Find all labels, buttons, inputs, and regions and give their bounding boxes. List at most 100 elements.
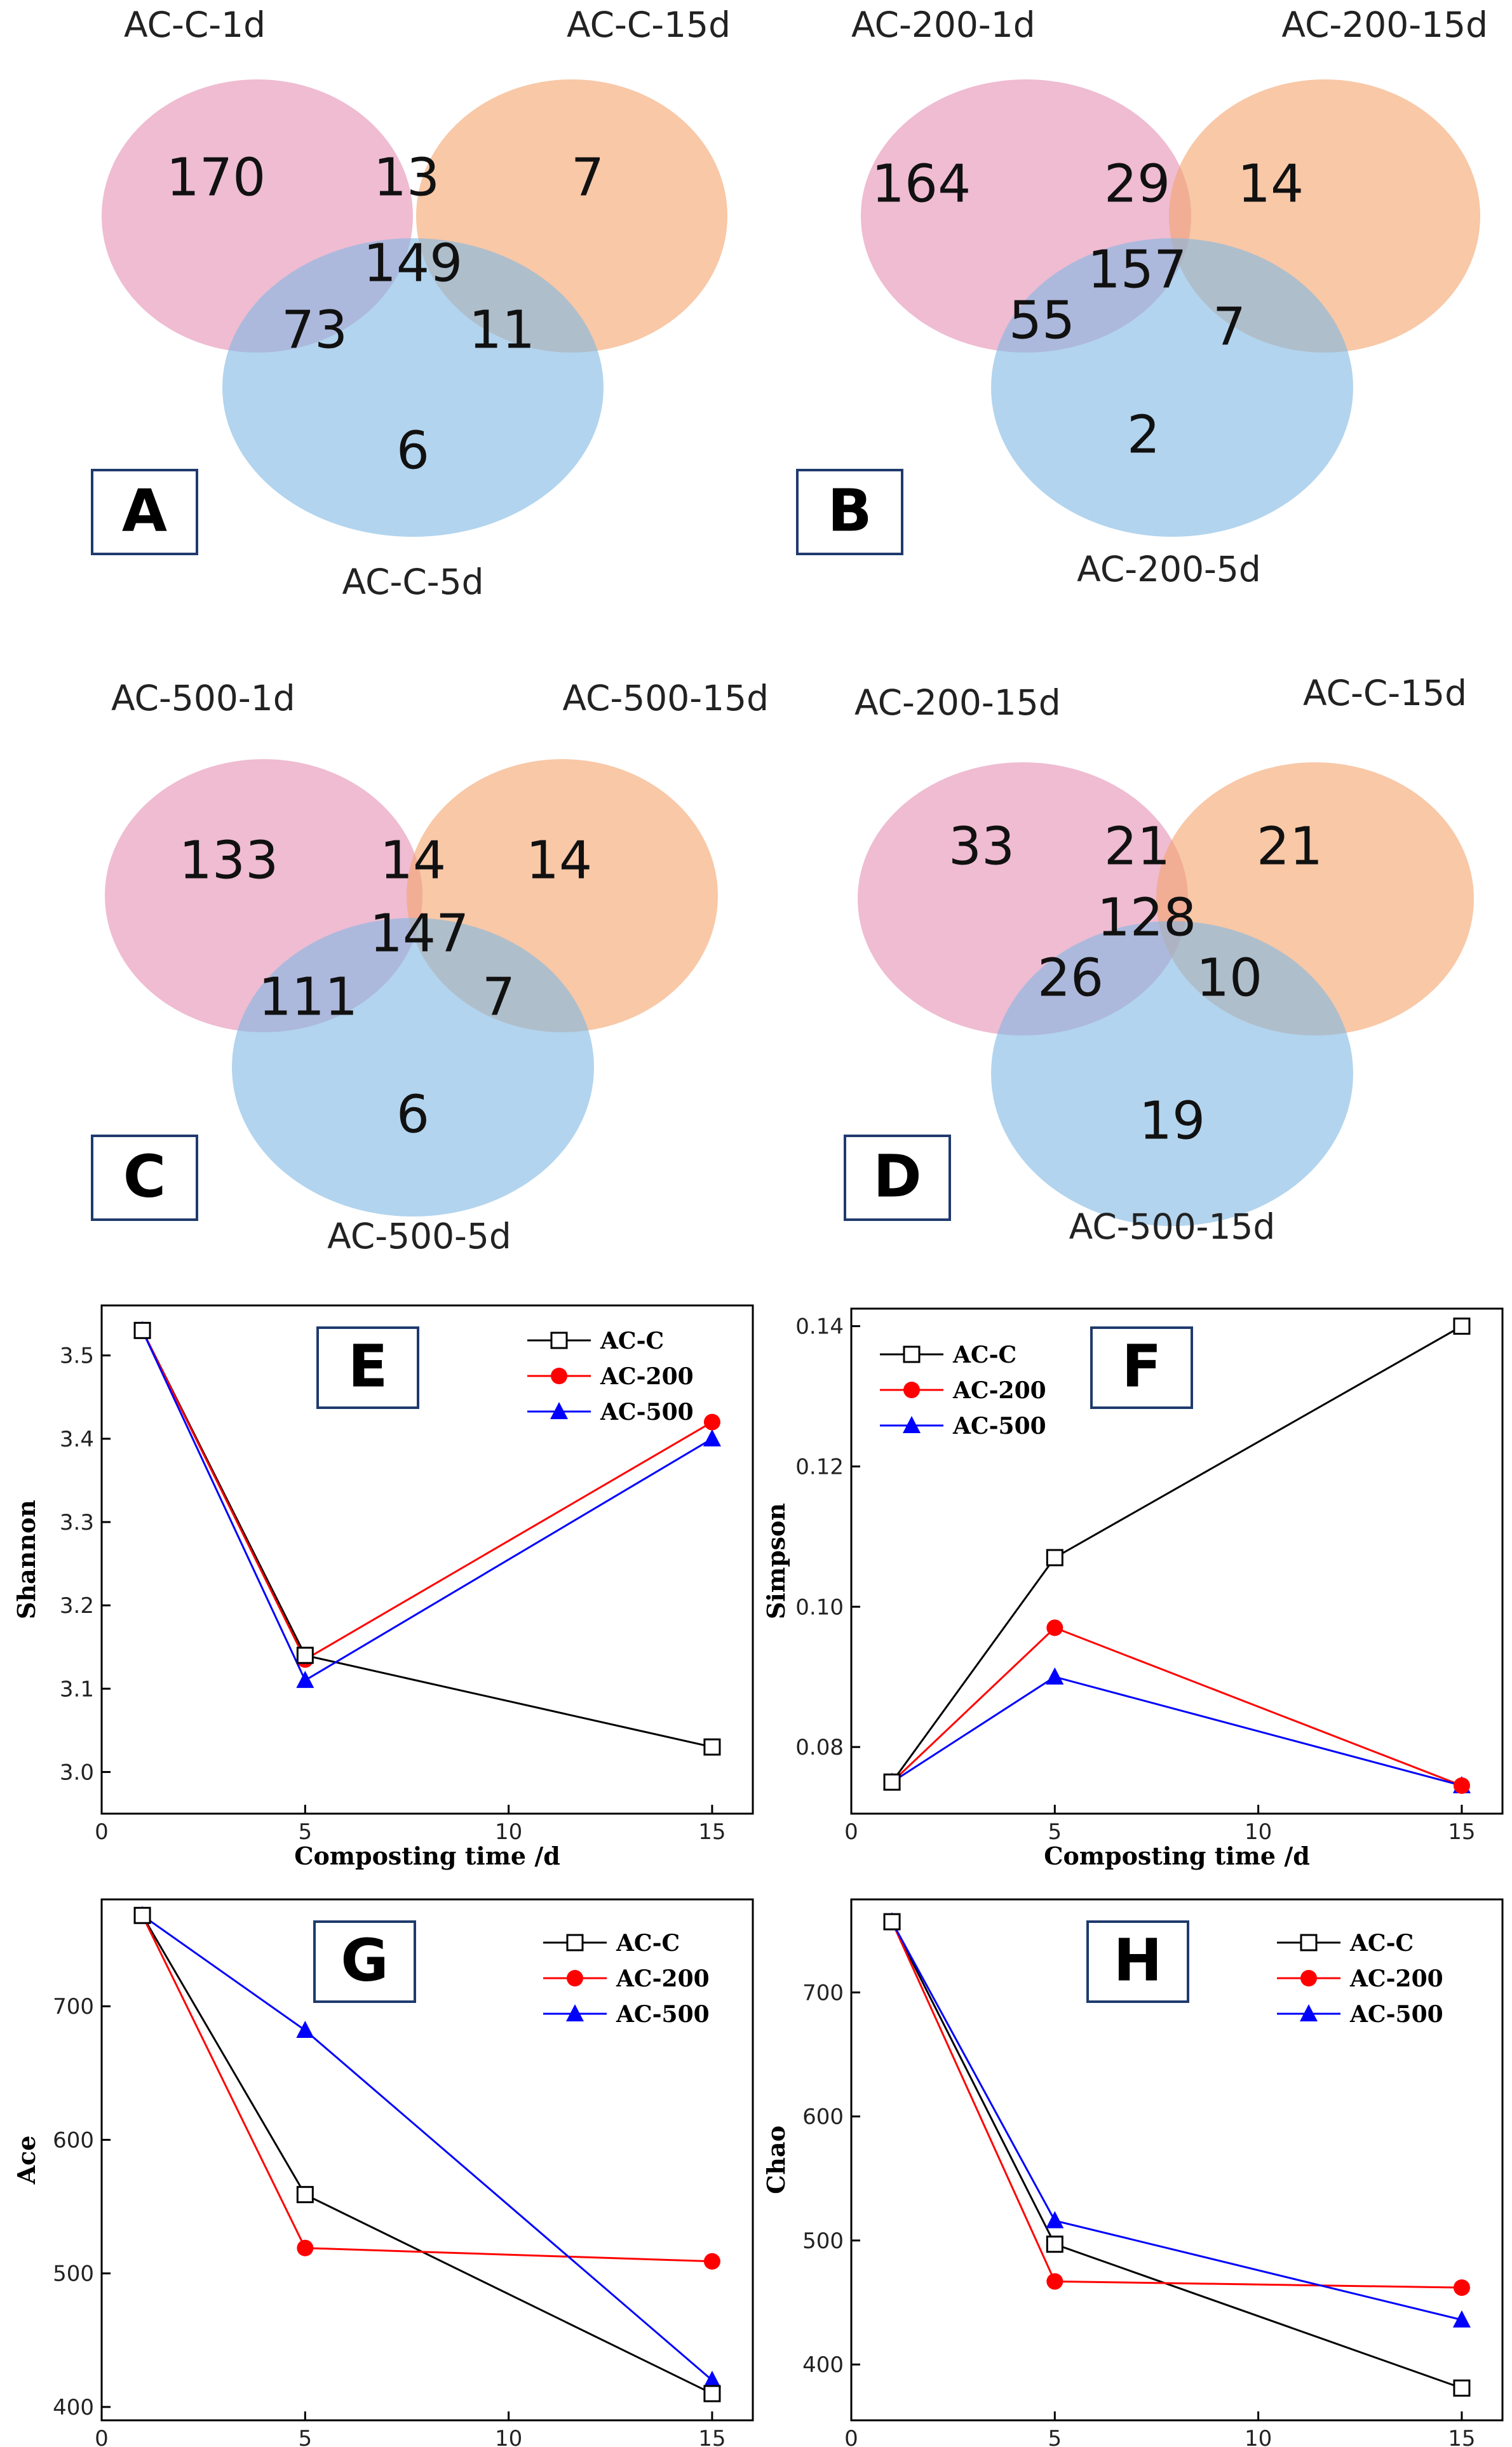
venn-count-only2: 7 — [571, 147, 604, 208]
legend-label: AC-500 — [600, 1399, 694, 1426]
x-tick-label: 0 — [844, 1819, 858, 1845]
data-point-ac-200 — [297, 2239, 314, 2256]
venn-count-only2: 21 — [1257, 816, 1323, 877]
y-axis-label: Simpson — [762, 1503, 790, 1619]
venn-count-only2: 14 — [526, 830, 592, 891]
y-tick-label: 500 — [802, 2228, 844, 2254]
venn-set-label-1: AC-200-15d — [854, 682, 1061, 723]
legend-label: AC-C — [600, 1328, 664, 1354]
legend-label: AC-C — [1349, 1930, 1414, 1957]
y-tick-label: 600 — [53, 2127, 94, 2153]
data-point-ac-c — [296, 1647, 314, 1664]
x-axis-label: Composting time /d — [294, 1842, 560, 1870]
panel-letter: E — [348, 1332, 388, 1400]
chart-panel-f: 0 5 10 15 0.08 0.10 0.12 0.14 Composting time /d… — [762, 1307, 1504, 1870]
legend-label: AC-200 — [600, 1363, 694, 1390]
legend-marker — [903, 1345, 921, 1363]
y-tick-label: 700 — [53, 1994, 94, 2019]
y-tick-label: 400 — [53, 2395, 94, 2420]
venn-count-only3: 6 — [396, 1084, 429, 1145]
venn-count-only1: 33 — [948, 816, 1015, 877]
venn-count-r12: 13 — [374, 147, 440, 208]
venn-count-only1: 133 — [179, 830, 279, 891]
y-tick-label: 0.12 — [795, 1454, 844, 1480]
data-point-ac-c — [1046, 2235, 1063, 2253]
x-tick-label: 10 — [1245, 1819, 1272, 1845]
legend-marker — [567, 1970, 583, 1986]
venn-circle-3 — [991, 238, 1353, 537]
data-point-ac-200 — [1453, 2279, 1470, 2296]
x-tick-label: 10 — [495, 1819, 522, 1845]
panel-label-box — [313, 1920, 416, 2003]
venn-count-r13: 111 — [259, 967, 358, 1027]
venn-count-r123: 157 — [1088, 239, 1187, 300]
x-tick-label: 15 — [1448, 1819, 1475, 1845]
venn-count-r123: 128 — [1097, 887, 1197, 948]
data-point-ac-500 — [296, 2021, 314, 2039]
data-point-ac-200 — [1046, 2273, 1063, 2290]
y-tick-label: 0.10 — [795, 1594, 844, 1620]
venn-count-r13: 55 — [1009, 290, 1075, 351]
venn-count-r23: 7 — [482, 967, 515, 1027]
x-tick-label: 5 — [1048, 2426, 1062, 2447]
venn-circle-3 — [232, 918, 594, 1217]
legend-marker — [1300, 1970, 1317, 1986]
venn-count-only1: 170 — [166, 147, 266, 208]
plot-frame — [850, 1307, 1504, 1815]
data-point-ac-500 — [703, 1429, 721, 1446]
legend-marker — [1300, 2004, 1318, 2021]
x-tick-label: 15 — [1448, 2426, 1475, 2447]
venn-count-r12: 14 — [380, 830, 446, 891]
panel-letter: C — [123, 1142, 166, 1210]
legend-label: AC-200 — [1349, 1965, 1443, 1992]
venn-count-r123: 147 — [370, 903, 469, 964]
venn-panel-c: AC-500-1d AC-500-15d AC-500-5d 133 14 6 14 111 7… — [91, 678, 769, 1257]
x-tick-label: 10 — [495, 2426, 522, 2447]
venn-panel-d: AC-200-15d AC-C-15d AC-500-15d 33 21 19 21 26 10… — [844, 673, 1474, 1247]
x-tick-label: 5 — [298, 1819, 312, 1845]
data-point-ac-200 — [1453, 1777, 1470, 1794]
venn-set-label-1: AC-C-1d — [124, 4, 266, 45]
x-tick-label: 15 — [698, 2426, 726, 2447]
chart-panel-e: 0 5 10 15 3.0 3.1 3.2 3.3 3.4 3.5 Composting time … — [12, 1304, 754, 1870]
venn-set-label-2: AC-200-15d — [1281, 4, 1488, 45]
panel-letter: G — [341, 1926, 389, 1994]
venn-set-label-1: AC-200-1d — [851, 4, 1036, 45]
venn-panel-b: AC-200-1d AC-200-15d AC-200-5d 164 14 2 29 55 71… — [796, 4, 1488, 590]
panel-letter: H — [1114, 1926, 1163, 1994]
data-point-ac-500 — [296, 1671, 314, 1689]
panel-label-box — [91, 1135, 198, 1221]
data-point-ac-200 — [703, 2253, 720, 2270]
x-tick-label: 5 — [298, 2426, 312, 2447]
legend-marker — [903, 1416, 921, 1433]
y-tick-label: 3.5 — [60, 1344, 94, 1369]
legend-marker — [903, 1382, 920, 1398]
panel-label-box — [1086, 1920, 1189, 2003]
venn-count-only3: 2 — [1127, 405, 1160, 465]
venn-set-label-3: AC-500-15d — [1069, 1206, 1276, 1247]
venn-count-only2: 14 — [1238, 154, 1304, 214]
legend-label: AC-500 — [616, 2001, 710, 2028]
data-point-ac-c — [1046, 1549, 1063, 1567]
legend-label: AC-C — [616, 1930, 680, 1957]
legend-label: AC-200 — [616, 1965, 710, 1992]
venn-set-label-1: AC-500-1d — [111, 678, 295, 718]
panel-letter: A — [122, 476, 167, 544]
venn-count-r12: 29 — [1104, 154, 1170, 214]
data-point-ac-c — [1453, 1318, 1471, 1335]
venn-count-only3: 6 — [396, 421, 429, 481]
data-point-ac-200 — [1046, 1619, 1063, 1636]
y-tick-label: 3.1 — [60, 1676, 94, 1702]
venn-set-label-2: AC-C-15d — [1303, 673, 1467, 713]
data-point-ac-c — [133, 1906, 151, 1924]
y-tick-label: 3.0 — [60, 1760, 94, 1785]
venn-count-r23: 7 — [1213, 297, 1246, 357]
y-tick-label: 3.2 — [60, 1593, 94, 1619]
venn-set-label-3: AC-500-5d — [327, 1216, 511, 1257]
y-tick-label: 0.14 — [795, 1314, 844, 1340]
x-tick-label: 0 — [95, 1819, 109, 1845]
data-point-ac-c — [703, 2385, 721, 2403]
chart-panel-g: 051015400500600700Composting time /dAceA… — [12, 1898, 754, 2447]
panel-label-box — [316, 1326, 419, 1409]
y-tick-label: 3.3 — [60, 1510, 94, 1535]
